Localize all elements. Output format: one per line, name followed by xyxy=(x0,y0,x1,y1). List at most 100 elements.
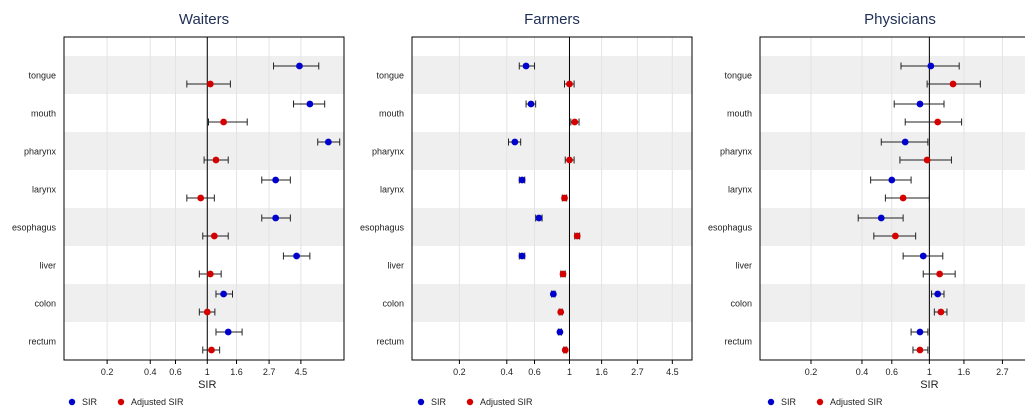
category-label: tongue xyxy=(724,71,752,81)
category-label: colon xyxy=(34,299,56,309)
chart-title: Physicians xyxy=(864,11,936,28)
series-sir xyxy=(507,62,564,336)
legend-marker xyxy=(767,398,775,406)
category-label: pharynx xyxy=(372,147,405,157)
data-point-larynx xyxy=(197,194,205,202)
data-point-tongue xyxy=(927,62,935,70)
legend-label: SIR xyxy=(431,397,447,407)
data-point-pharynx xyxy=(566,156,573,164)
row-band xyxy=(412,284,692,322)
category-label: liver xyxy=(387,261,404,271)
data-point-tongue xyxy=(522,62,530,70)
data-point-esophagus xyxy=(877,214,885,222)
chart-panel-farmers: Farmers tongue mouth pharynx larynx esophagus… xyxy=(360,11,693,407)
data-point-liver xyxy=(559,270,567,278)
legend-marker xyxy=(117,398,125,406)
data-point-larynx xyxy=(899,194,907,202)
data-point-tongue xyxy=(949,80,957,88)
data-point-rectum xyxy=(916,346,924,354)
category-label: larynx xyxy=(380,185,405,195)
row-band xyxy=(412,56,692,94)
row-band xyxy=(760,56,1025,94)
x-tick-label: 2.7 xyxy=(631,367,644,377)
category-label: esophagus xyxy=(708,223,753,233)
x-tick-label: 2.7 xyxy=(263,367,276,377)
row-band xyxy=(64,208,344,246)
legend-marker xyxy=(816,398,824,406)
category-label: esophagus xyxy=(360,223,405,233)
chart-title: Waiters xyxy=(179,11,229,28)
series-sir xyxy=(215,62,341,336)
category-label: larynx xyxy=(728,185,753,195)
plot-frame xyxy=(411,36,693,361)
category-label: tongue xyxy=(28,71,56,81)
legend-label: Adjusted SIR xyxy=(131,397,184,407)
x-tick-label: 1.6 xyxy=(595,367,608,377)
data-point-rectum xyxy=(208,346,215,354)
data-point-pharynx xyxy=(212,156,220,164)
data-point-tongue xyxy=(206,80,214,88)
category-label: liver xyxy=(39,261,56,271)
category-label: larynx xyxy=(32,185,57,195)
data-point-mouth xyxy=(306,100,314,108)
data-point-rectum xyxy=(556,328,564,336)
series-adjusted-sir xyxy=(186,80,248,354)
data-point-colon xyxy=(220,290,228,298)
legend-label: Adjusted SIR xyxy=(480,397,533,407)
x-tick-label: 4.5 xyxy=(295,367,308,377)
category-label: pharynx xyxy=(24,147,57,157)
legend-marker xyxy=(68,398,76,406)
series-adjusted-sir xyxy=(873,80,981,354)
x-tick-label: 0.6 xyxy=(886,367,899,377)
x-tick-label: 1 xyxy=(205,367,210,377)
category-label: rectum xyxy=(376,337,404,347)
row-band xyxy=(64,56,344,94)
row-band xyxy=(412,208,692,246)
chart-title: Farmers xyxy=(524,11,580,28)
data-point-larynx xyxy=(561,194,568,202)
legend-marker xyxy=(466,398,474,406)
row-band xyxy=(760,132,1025,170)
x-tick-label: 0.2 xyxy=(453,367,466,377)
series-sir xyxy=(857,62,960,336)
data-point-esophagus xyxy=(535,214,543,222)
data-point-colon xyxy=(203,308,211,316)
x-tick-label: 0.4 xyxy=(856,367,869,377)
data-point-mouth xyxy=(934,118,942,126)
data-point-colon xyxy=(549,290,557,298)
data-point-liver xyxy=(206,270,214,278)
legend-label: SIR xyxy=(781,397,797,407)
legend: SIR Adjusted SIR xyxy=(767,397,883,407)
category-label: rectum xyxy=(28,337,56,347)
row-band xyxy=(760,208,1025,246)
row-band xyxy=(64,132,344,170)
legend: SIR Adjusted SIR xyxy=(417,397,533,407)
category-label: esophagus xyxy=(12,223,57,233)
chart-panel-physicians: Physicians tongue mouth pharynx larynx esopha… xyxy=(708,11,1025,407)
data-point-pharynx xyxy=(324,138,332,146)
data-point-colon xyxy=(557,308,565,316)
x-tick-label: 2.7 xyxy=(996,367,1009,377)
data-point-liver xyxy=(919,252,927,260)
data-point-mouth xyxy=(571,118,579,126)
category-label: colon xyxy=(730,299,752,309)
data-point-liver xyxy=(293,252,300,260)
plot-area xyxy=(760,37,1025,360)
data-point-mouth xyxy=(527,100,535,108)
x-axis-label: SIR xyxy=(920,379,938,391)
legend-marker xyxy=(417,398,425,406)
data-point-tongue xyxy=(566,80,573,88)
data-point-pharynx xyxy=(923,156,931,164)
x-tick-label: 0.2 xyxy=(805,367,818,377)
plot-frame xyxy=(63,36,345,361)
data-point-mouth xyxy=(220,118,228,126)
category-label: mouth xyxy=(727,109,752,119)
x-tick-label: 0.6 xyxy=(528,367,541,377)
data-point-esophagus xyxy=(891,232,899,240)
plot-area xyxy=(64,37,344,360)
x-tick-label: 4.5 xyxy=(666,367,679,377)
data-point-rectum xyxy=(916,328,924,336)
plot-area xyxy=(412,37,692,360)
legend-label: SIR xyxy=(82,397,98,407)
